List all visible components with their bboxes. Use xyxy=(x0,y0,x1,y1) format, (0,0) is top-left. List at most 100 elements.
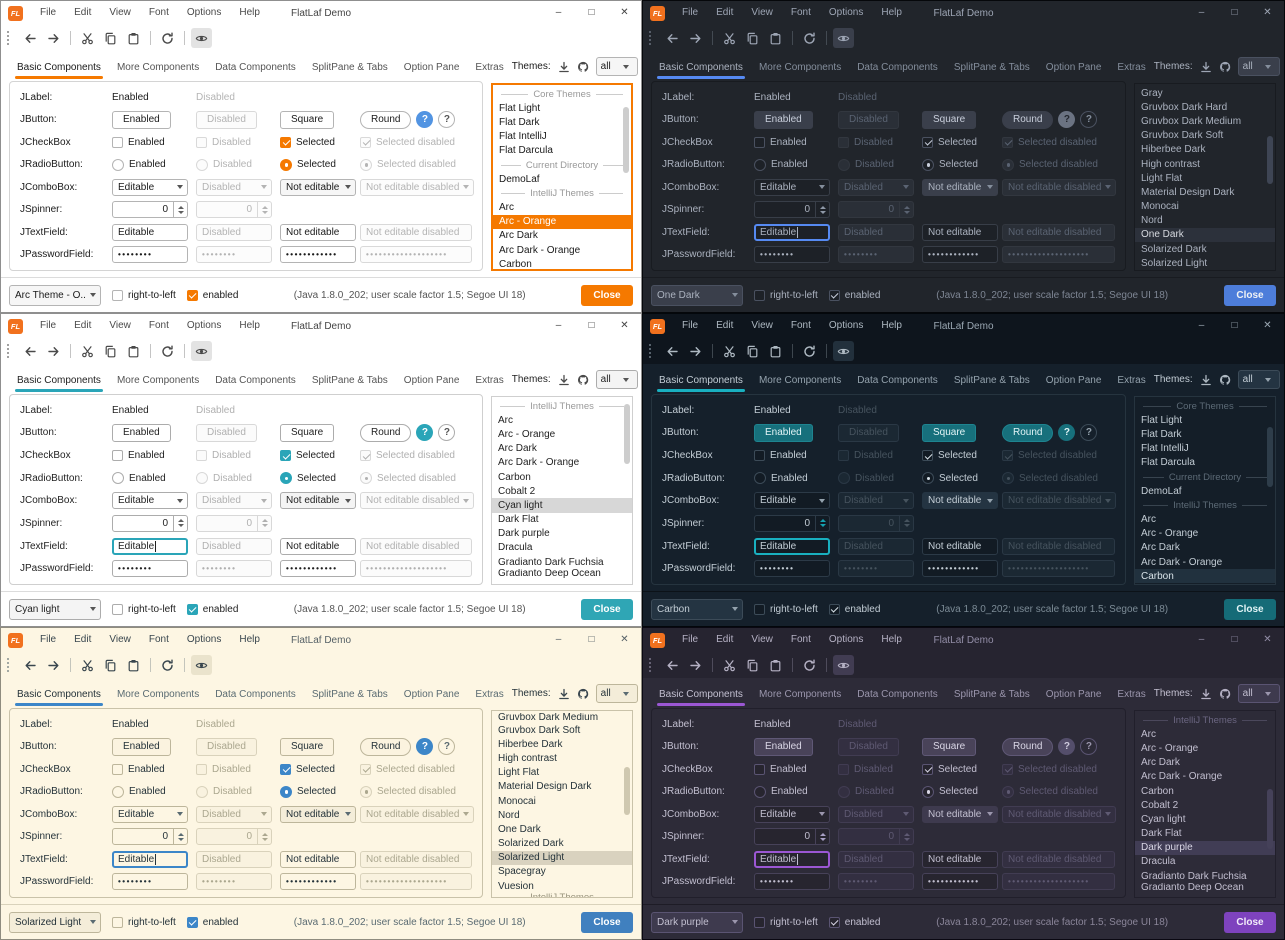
enabled-checkbox[interactable]: enabled xyxy=(828,603,880,615)
textfield-not-editable-disabled[interactable]: Not editable disabled xyxy=(1002,850,1115,868)
theme-item-arc-dark-orange[interactable]: Arc Dark - Orange xyxy=(1141,771,1223,783)
tab-option-pane[interactable]: Option Pane xyxy=(403,375,460,386)
github-button[interactable] xyxy=(1219,688,1231,700)
combobox-editable[interactable]: Editable xyxy=(754,178,830,196)
checkbox-disabled[interactable]: Disabled xyxy=(196,763,251,775)
theme-item-gruvbox-dark-medium[interactable]: Gruvbox Dark Medium xyxy=(498,713,599,723)
passwordfield-col2[interactable]: •••••••• xyxy=(196,246,272,264)
spinner-up-icon[interactable] xyxy=(261,832,268,836)
radio-enabled[interactable]: Enabled xyxy=(754,158,808,171)
themes-filter-combobox[interactable]: all xyxy=(1237,57,1280,76)
theme-item-dark-purple[interactable]: Dark purple xyxy=(1135,840,1275,855)
github-button[interactable] xyxy=(577,61,589,73)
theme-item-gruvbox-dark-soft[interactable]: Gruvbox Dark Soft xyxy=(1141,130,1224,142)
combobox-disabled[interactable]: Disabled xyxy=(838,492,914,510)
theme-item-arc-orange[interactable]: Arc - Orange xyxy=(498,428,556,440)
theme-item-carbon[interactable]: Carbon xyxy=(1141,785,1174,797)
spinner-down-icon[interactable] xyxy=(177,210,184,214)
button-disabled[interactable]: Disabled xyxy=(196,737,257,756)
theme-item-hiberbee-dark[interactable]: Hiberbee Dark xyxy=(498,738,563,750)
theme-item-high-contrast[interactable]: High contrast xyxy=(1141,158,1200,170)
passwordfield-col3[interactable]: •••••••••••• xyxy=(280,246,356,264)
passwordfield-col4[interactable]: ••••••••••••••••••• xyxy=(1002,246,1115,264)
radio-enabled[interactable]: Enabled xyxy=(754,472,808,485)
checkbox-enabled[interactable]: Enabled xyxy=(754,450,807,462)
passwordfield-col2[interactable]: •••••••• xyxy=(838,560,914,578)
spinner-down-icon[interactable] xyxy=(819,837,826,841)
menu-edit[interactable]: Edit xyxy=(716,634,734,645)
eye-toggle-button[interactable] xyxy=(833,655,854,675)
combobox-not-editable[interactable]: Not editable xyxy=(280,178,356,196)
back-button[interactable] xyxy=(662,655,683,675)
checkbox-selected[interactable]: Selected xyxy=(280,450,335,462)
download-theme-button[interactable] xyxy=(558,374,570,386)
toolbar-grip[interactable] xyxy=(7,658,11,672)
button-square[interactable]: Square xyxy=(922,423,977,442)
passwordfield-col4[interactable]: ••••••••••••••••••• xyxy=(1002,560,1115,578)
theme-item-solarized-dark[interactable]: Solarized Dark xyxy=(1141,243,1207,255)
spinner-enabled[interactable]: 0 xyxy=(754,201,830,219)
radio-enabled[interactable]: Enabled xyxy=(112,785,166,798)
checkbox-disabled[interactable]: Disabled xyxy=(196,450,251,462)
spinner-down-icon[interactable] xyxy=(261,837,268,841)
theme-item-gray[interactable]: Gray xyxy=(1141,87,1163,99)
spinner-down-icon[interactable] xyxy=(177,837,184,841)
checkbox-enabled[interactable]: Enabled xyxy=(112,136,165,148)
paste-button[interactable] xyxy=(123,341,144,361)
menu-edit[interactable]: Edit xyxy=(716,320,734,331)
passwordfield-col1[interactable]: •••••••• xyxy=(112,873,188,891)
passwordfield-col4[interactable]: ••••••••••••••••••• xyxy=(360,246,472,264)
theme-item-arc-orange[interactable]: Arc - Orange xyxy=(493,214,631,229)
passwordfield-col3[interactable]: •••••••••••• xyxy=(922,560,998,578)
menu-help[interactable]: Help xyxy=(881,634,902,645)
tab-data-components[interactable]: Data Components xyxy=(857,62,938,73)
help-button-primary[interactable]: ? xyxy=(416,111,434,129)
copy-button[interactable] xyxy=(742,28,763,48)
tab-basic-components[interactable]: Basic Components xyxy=(9,689,109,708)
theme-item-solarized-light[interactable]: Solarized Light xyxy=(492,850,632,865)
github-button[interactable] xyxy=(577,374,589,386)
spinner-up-icon[interactable] xyxy=(261,519,268,523)
menu-edit[interactable]: Edit xyxy=(74,320,92,331)
combobox-not-editable[interactable]: Not editable xyxy=(922,178,998,196)
forward-button[interactable] xyxy=(43,28,64,48)
spinner-buttons[interactable] xyxy=(173,202,187,218)
close-window-button[interactable]: ✕ xyxy=(1263,634,1272,645)
minimize-button[interactable]: – xyxy=(555,7,562,18)
spinner-buttons[interactable] xyxy=(257,202,271,218)
checkbox-disabled[interactable]: Disabled xyxy=(838,450,893,462)
theme-item-monocai[interactable]: Monocai xyxy=(1141,201,1179,213)
theme-list[interactable]: Gray Gruvbox Dark Hard Gruvbox Dark Medium… xyxy=(1134,83,1276,271)
enabled-checkbox[interactable]: enabled xyxy=(828,916,880,928)
checkbox-disabled[interactable]: Disabled xyxy=(196,136,251,148)
theme-item-solarized-light[interactable]: Solarized Light xyxy=(1141,257,1208,269)
spinner-down-icon[interactable] xyxy=(903,524,910,528)
menu-file[interactable]: File xyxy=(40,320,57,331)
back-button[interactable] xyxy=(662,341,683,361)
textfield-disabled[interactable]: Disabled xyxy=(838,850,914,868)
textfield-not-editable-disabled[interactable]: Not editable disabled xyxy=(360,850,472,868)
spinner-buttons[interactable] xyxy=(257,515,271,531)
menu-file[interactable]: File xyxy=(682,320,699,331)
theme-item-demolaf[interactable]: DemoLaf xyxy=(499,173,540,185)
spinner-buttons[interactable] xyxy=(815,202,829,218)
passwordfield-col3[interactable]: •••••••••••• xyxy=(280,560,356,578)
combobox-editable[interactable]: Editable xyxy=(112,805,188,823)
tab-more-components[interactable]: More Components xyxy=(116,375,200,386)
refresh-button[interactable] xyxy=(799,341,820,361)
theme-item-monocai[interactable]: Monocai xyxy=(498,795,536,807)
cut-button[interactable] xyxy=(77,655,98,675)
textfield-disabled[interactable]: Disabled xyxy=(196,850,272,868)
theme-item-nord[interactable]: Nord xyxy=(1141,215,1163,227)
combobox-editable[interactable]: Editable xyxy=(754,805,830,823)
theme-selector-combobox[interactable]: Dark purple xyxy=(651,911,743,933)
combobox-editable[interactable]: Editable xyxy=(112,178,188,196)
theme-item-flat-darcula[interactable]: Flat Darcula xyxy=(1141,457,1195,469)
theme-item-cyan-light[interactable]: Cyan light xyxy=(1141,813,1186,825)
spinner-disabled[interactable]: 0 xyxy=(838,514,914,532)
textfield-editable[interactable]: Editable xyxy=(112,223,188,241)
combobox-disabled[interactable]: Disabled xyxy=(196,178,272,196)
enabled-checkbox[interactable]: enabled xyxy=(186,916,238,928)
theme-list[interactable]: IntelliJ Themes Arc Arc - Orange Arc Dark Ar… xyxy=(1134,710,1276,898)
forward-button[interactable] xyxy=(685,28,706,48)
